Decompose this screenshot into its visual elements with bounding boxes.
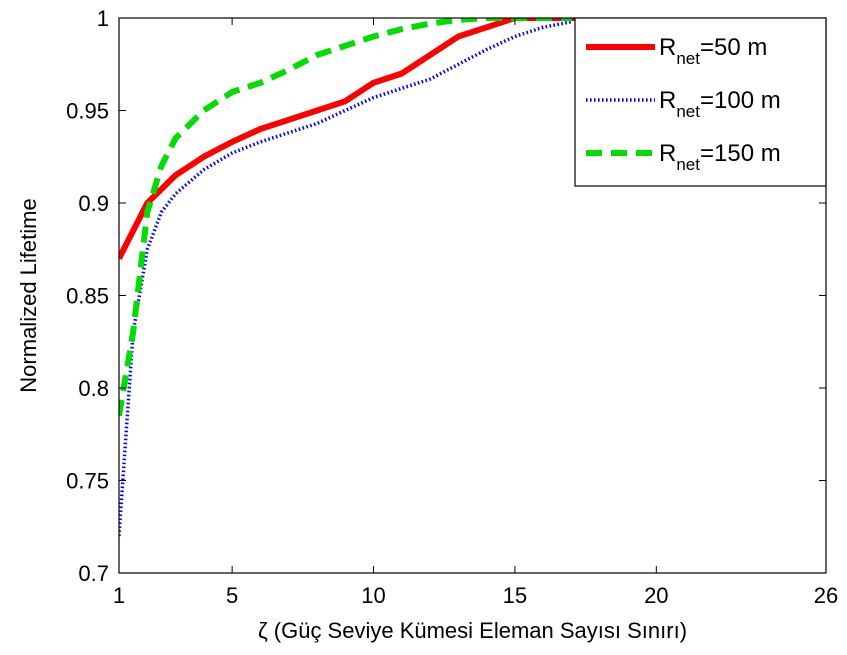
- x-tick-label: 15: [503, 583, 527, 608]
- y-tick-label: 0.7: [78, 561, 109, 586]
- series-line-2: [119, 19, 572, 537]
- series-line-3: [119, 18, 572, 417]
- series-line-1: [119, 18, 600, 260]
- y-tick-label: 0.85: [66, 284, 109, 309]
- x-tick-label: 20: [644, 583, 668, 608]
- x-tick-label: 10: [361, 583, 385, 608]
- y-tick-label: 0.95: [66, 99, 109, 124]
- legend-label-2: Rnet=100 m: [659, 87, 781, 121]
- y-tick-label: 1: [97, 6, 109, 31]
- legend-label-1: Rnet=50 m: [659, 34, 767, 68]
- x-tick-label: 1: [113, 583, 125, 608]
- legend-label-3: Rnet=150 m: [659, 140, 781, 174]
- x-tick-label: 26: [814, 583, 838, 608]
- legend: Rnet=50 m Rnet=100 m Rnet=150 m: [574, 17, 827, 187]
- y-tick-label: 0.8: [78, 376, 109, 401]
- x-tick-label: 5: [226, 583, 238, 608]
- y-tick-label: 0.9: [78, 191, 109, 216]
- y-tick-label: 0.75: [66, 469, 109, 494]
- series-layer: [119, 18, 600, 537]
- x-axis-label: ζ (Güç Seviye Kümesi Eleman Sayısı Sınır…: [258, 618, 687, 643]
- axis-ticks: 1 5 10 15 20 260.70.750.80.850.90.951: [66, 6, 838, 608]
- y-axis-label: Normalized Lifetime: [16, 198, 41, 392]
